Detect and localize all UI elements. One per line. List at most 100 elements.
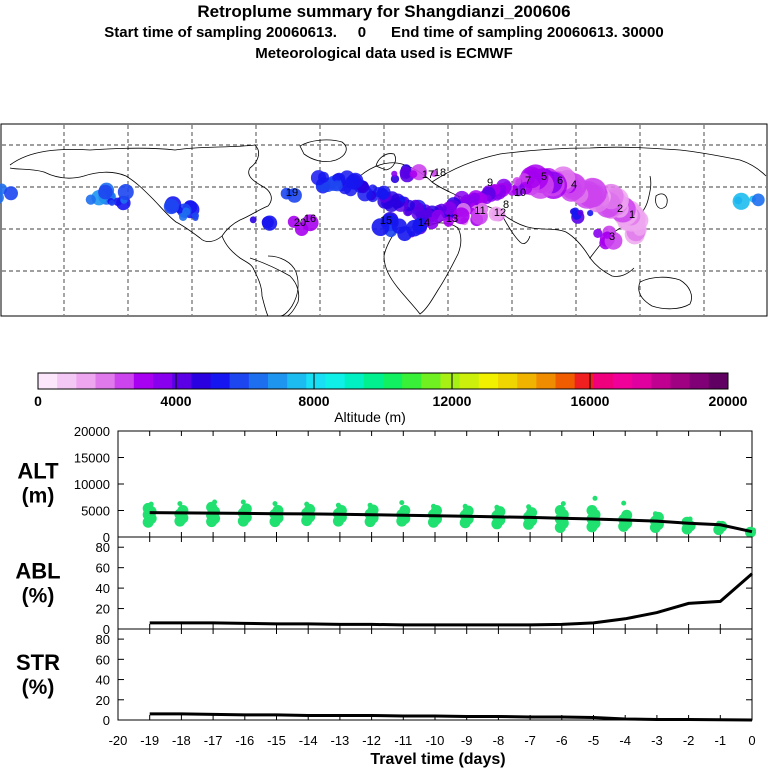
altitude-particle [367, 502, 373, 508]
altitude-colorbar: 0 4000 8000 12000 16000 20000 Altitude (m) [34, 372, 748, 425]
colorbar-swatch [708, 373, 729, 389]
plume-particle [310, 170, 327, 186]
plume-particle [98, 184, 113, 200]
plume-particle [593, 228, 603, 238]
trajectory-day-label: 5 [541, 171, 547, 183]
plume-particle [443, 216, 454, 227]
trajectory-day-label: 10 [514, 187, 526, 199]
colorbar-swatch [344, 373, 365, 389]
plume-particle [117, 184, 134, 200]
y-tick-label: 10000 [74, 477, 110, 492]
x-tick-label: 0 [748, 733, 755, 748]
plume-particle [332, 173, 341, 183]
altitude-particle [335, 502, 341, 508]
colorbar-swatch [440, 373, 461, 389]
x-tick-label: -13 [331, 733, 350, 748]
plume-particle [0, 192, 4, 204]
colorbar-tick-label: 20000 [709, 393, 748, 409]
coastlines [9, 139, 767, 317]
plume-particle [488, 206, 504, 222]
y-axis-label: ALT [17, 459, 59, 484]
x-tick-label: -9 [461, 733, 473, 748]
colorbar-tick-label: 4000 [160, 393, 191, 409]
colorbar-swatch [498, 373, 518, 389]
altitude-particle [177, 501, 183, 507]
plume-particle [390, 174, 400, 184]
plume-particle [397, 226, 413, 242]
altitude-particle [212, 499, 218, 505]
trajectory-day-label: 1 [629, 209, 635, 221]
altitude-particle [586, 505, 598, 516]
plume-particle [163, 198, 179, 215]
trajectory-day-label: 18 [434, 167, 446, 179]
trajectory-day-label: 11 [474, 205, 485, 217]
plume-particle [512, 177, 522, 186]
y-tick-label: 0 [103, 622, 110, 637]
y-axis-unit: (%) [22, 676, 55, 699]
colorbar-swatch [248, 373, 269, 389]
colorbar-swatch [306, 373, 326, 389]
colorbar-swatch [555, 373, 576, 389]
trajectory-day-label: 9 [487, 177, 493, 189]
plume-particle [108, 199, 115, 206]
colorbar-swatch [670, 373, 691, 389]
figure-title: Retroplume summary for Shangdianzi_20060… [197, 2, 571, 21]
x-tick-label: -8 [493, 733, 505, 748]
colorbar-swatch [689, 373, 710, 389]
colorbar-swatch [133, 373, 154, 389]
x-tick-label: -7 [524, 733, 536, 748]
y-axis-label: STR [16, 650, 60, 675]
x-tick-label: -2 [683, 733, 695, 748]
x-tick-label: -16 [235, 733, 254, 748]
altitude-particle [554, 505, 566, 516]
panel-frame [117, 628, 753, 721]
plume-particle [179, 212, 188, 221]
altitude-particle [462, 503, 468, 509]
colorbar-swatch [421, 373, 441, 389]
altitude-particle [687, 516, 693, 522]
trajectory-day-label: 13 [446, 213, 458, 225]
altitude-particle [652, 511, 658, 517]
colorbar-swatch [363, 373, 384, 389]
plume-particle [603, 231, 611, 239]
y-axis-unit: (m) [22, 485, 55, 508]
x-tick-label: -1 [715, 733, 727, 748]
colorbar-swatch [651, 373, 671, 389]
colorbar-axis-label: Altitude (m) [334, 409, 406, 425]
colorbar-tick-label: 8000 [298, 393, 329, 409]
altitude-particle [240, 499, 246, 505]
trajectory-day-label: 19 [286, 187, 298, 199]
colorbar-swatch [325, 373, 346, 389]
colorbar-swatch [287, 373, 307, 389]
colorbar-tick-label: 12000 [433, 393, 472, 409]
altitude-particle [272, 501, 278, 507]
plume-particle [391, 170, 398, 177]
plume-particle [85, 194, 96, 205]
met-data-line: Meteorological data used is ECMWF [255, 45, 513, 62]
x-tick-label: -12 [362, 733, 381, 748]
colorbar-swatch [229, 373, 250, 389]
x-axis: -20 -19 -18 -17 -16 -15 -14 -13 -12 -11 -10 -9 -8 -7-… [109, 733, 756, 768]
plume-particle [431, 209, 445, 223]
colorbar-swatch [172, 373, 192, 389]
colorbar-swatch [76, 373, 96, 389]
altitude-particle [526, 507, 538, 519]
plume-particle [4, 186, 18, 201]
altitude-particle [240, 503, 252, 515]
altitude-particle [304, 503, 316, 515]
altitude-particle [399, 505, 411, 516]
y-tick-label: 20 [96, 602, 110, 617]
altitude-particle [592, 495, 598, 501]
plume-particle [577, 209, 584, 216]
plume-particle [301, 214, 319, 232]
y-tick-label: 15000 [74, 451, 110, 466]
colorbar-swatch [191, 373, 211, 389]
colorbar-swatch [57, 373, 77, 389]
colorbar-swatch [268, 373, 288, 389]
y-tick-label: 5000 [81, 504, 110, 519]
plume-particle [476, 202, 489, 215]
x-tick-label: -4 [619, 733, 631, 748]
plume-particle [452, 207, 470, 225]
colorbar-swatch [613, 373, 633, 389]
trajectory-day-label: 15 [380, 215, 392, 227]
